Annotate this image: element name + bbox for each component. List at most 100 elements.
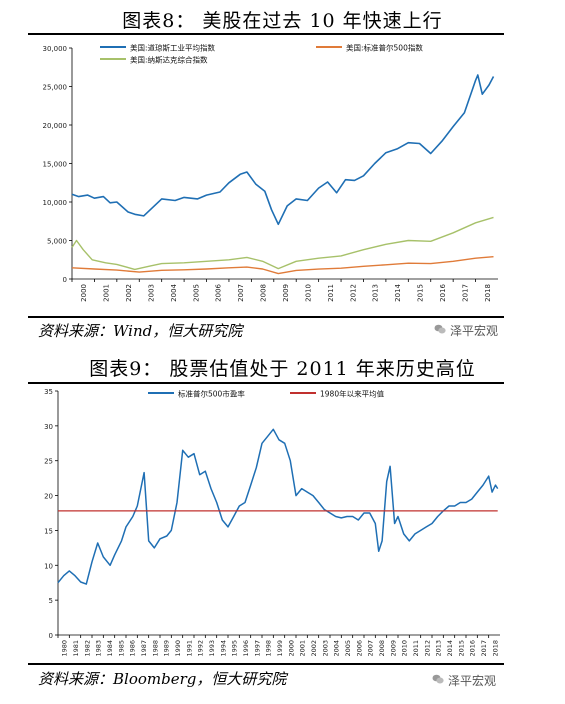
x-tick-label: 2013 xyxy=(435,640,443,657)
y-tick-label: 15 xyxy=(44,527,53,535)
wechat-icon xyxy=(432,674,444,684)
chart2-axes: 0 5 10 15 20 25 30 35 1980 1981 1982 1983 1984 1985 19… xyxy=(44,388,500,657)
series-line-3 xyxy=(71,216,494,271)
x-tick-label: 2005 xyxy=(344,640,352,657)
x-tick-label: 2017 xyxy=(480,640,488,657)
figure9-source: 资料来源：Bloomberg，恒大研究院 xyxy=(38,670,287,688)
figure8-source: 资料来源：Wind，恒大研究院 xyxy=(38,322,243,340)
figure8-top-rule xyxy=(28,33,504,35)
x-tick-label: 1996 xyxy=(242,640,250,657)
legend-label: 美国:纳斯达克综合指数 xyxy=(130,55,208,65)
y-tick-label: 20 xyxy=(44,493,53,501)
y-tick-label: 5 xyxy=(49,597,53,605)
x-tick-label: 2016 xyxy=(469,640,477,657)
chart1-axes: 0 5,000 10,000 15,000 20,000 25,000 30,000 2000… xyxy=(43,45,498,302)
x-tick-label: 2006 xyxy=(215,283,223,301)
wechat-icon xyxy=(434,324,446,334)
chart1-series xyxy=(71,74,495,275)
x-tick-label: 2000 xyxy=(80,284,88,302)
x-tick-label: 2016 xyxy=(439,283,447,301)
figure8-title: 图表8： 美股在过去 10 年快速上行 xyxy=(122,10,443,32)
chart2-line-chart: 0 5 10 15 20 25 30 35 1980 1981 1982 1983 1984 1985 19… xyxy=(44,388,500,657)
x-tick-label: 2002 xyxy=(125,284,133,302)
y-tick-label: 10 xyxy=(44,562,53,570)
series-line-2 xyxy=(71,256,494,275)
x-tick-label: 2005 xyxy=(192,284,200,302)
x-tick-label: 2001 xyxy=(299,640,307,657)
y-tick-label: 0 xyxy=(63,276,67,284)
x-tick-label: 1994 xyxy=(219,640,227,657)
x-tick-label: 1983 xyxy=(95,640,103,657)
chart2-series xyxy=(57,428,499,585)
figure9-title: 图表9： 股票估值处于 2011 年来历史高位 xyxy=(89,358,476,380)
y-tick-label: 30,000 xyxy=(43,45,68,53)
x-tick-label: 2013 xyxy=(372,284,380,302)
y-tick-label: 0 xyxy=(49,632,53,640)
x-tick-label: 2018 xyxy=(491,640,499,657)
x-tick-label: 2017 xyxy=(461,284,469,302)
x-tick-label: 1992 xyxy=(197,640,205,657)
x-tick-label: 2015 xyxy=(417,284,425,302)
x-tick-label: 2010 xyxy=(304,284,312,302)
x-tick-label: 1989 xyxy=(163,640,171,657)
x-tick-label: 2011 xyxy=(412,640,420,657)
figure9-top-rule xyxy=(28,382,504,384)
x-tick-label: 1998 xyxy=(265,640,273,657)
x-tick-label: 2014 xyxy=(394,283,402,301)
legend-label: 1980年以来平均值 xyxy=(320,389,385,399)
x-tick-label: 1985 xyxy=(117,640,125,657)
legend-label: 标准普尔500市盈率 xyxy=(178,389,245,399)
x-tick-label: 2011 xyxy=(327,284,335,302)
x-tick-label: 2009 xyxy=(389,640,397,657)
x-tick-label: 1991 xyxy=(185,640,193,657)
x-tick-label: 2007 xyxy=(237,284,245,302)
x-tick-label: 1988 xyxy=(151,640,159,657)
y-tick-label: 30 xyxy=(44,423,53,431)
x-tick-label: 2001 xyxy=(103,284,111,302)
legend-label: 美国:道琼斯工业平均指数 xyxy=(130,43,216,53)
x-tick-label: 1999 xyxy=(276,640,284,657)
y-tick-label: 10,000 xyxy=(43,199,68,207)
x-tick-label: 2015 xyxy=(457,640,465,657)
x-tick-label: 1987 xyxy=(140,640,148,657)
y-tick-label: 25 xyxy=(44,458,53,466)
x-tick-label: 2003 xyxy=(147,284,155,302)
y-tick-label: 5,000 xyxy=(47,238,67,246)
x-tick-label: 2018 xyxy=(484,284,492,302)
chart1-line-chart: 0 5,000 10,000 15,000 20,000 25,000 30,000 2000… xyxy=(43,43,498,302)
x-tick-label: 2002 xyxy=(310,640,318,657)
x-tick-label: 2004 xyxy=(333,640,341,657)
x-tick-label: 1980 xyxy=(61,640,69,657)
x-tick-label: 2007 xyxy=(367,640,375,657)
x-tick-label: 2014 xyxy=(446,640,454,657)
y-tick-label: 20,000 xyxy=(43,122,68,130)
x-tick-label: 2000 xyxy=(287,640,295,657)
x-tick-label: 2010 xyxy=(401,640,409,657)
x-tick-label: 2003 xyxy=(321,640,329,657)
x-tick-label: 1984 xyxy=(106,640,114,657)
legend-label: 美国:标准普尔500指数 xyxy=(346,43,423,53)
figure8-watermark: 泽平宏观 xyxy=(450,324,499,338)
x-tick-label: 1993 xyxy=(208,640,216,657)
x-tick-label: 2008 xyxy=(378,640,386,657)
y-tick-label: 35 xyxy=(44,388,53,396)
y-tick-label: 25,000 xyxy=(43,84,68,92)
x-tick-label: 2012 xyxy=(423,640,431,657)
x-tick-label: 1981 xyxy=(72,640,80,657)
figure9-watermark: 泽平宏观 xyxy=(448,674,497,688)
figure9-bottom-rule xyxy=(28,663,504,665)
x-tick-label: 2009 xyxy=(282,284,290,302)
x-tick-label: 2004 xyxy=(170,283,178,301)
x-tick-label: 1995 xyxy=(231,640,239,657)
x-tick-label: 2008 xyxy=(260,284,268,302)
x-tick-label: 1982 xyxy=(83,640,91,657)
x-tick-label: 2006 xyxy=(355,640,363,657)
figure8-bottom-rule xyxy=(28,316,504,318)
x-tick-label: 1990 xyxy=(174,640,182,657)
x-tick-label: 1997 xyxy=(253,640,261,657)
x-tick-label: 1986 xyxy=(129,640,137,657)
x-tick-label: 2012 xyxy=(349,284,357,302)
series-line-1 xyxy=(57,428,499,585)
y-tick-label: 15,000 xyxy=(43,161,68,169)
